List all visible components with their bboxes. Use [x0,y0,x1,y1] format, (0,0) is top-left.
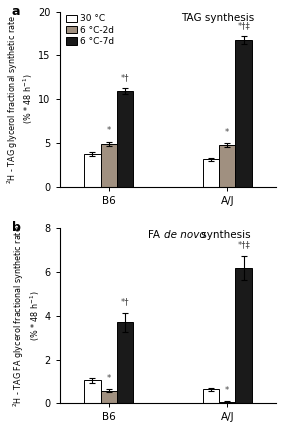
Bar [219,145,235,187]
Bar [101,144,117,187]
Text: *†: *† [121,73,129,82]
Bar [203,389,219,404]
Bar [235,40,252,187]
Text: *: * [107,374,111,383]
Text: *†: *† [121,297,129,306]
Text: synthesis: synthesis [198,230,251,240]
Y-axis label: $^{2}$H - TAG glycerol fractional synthetic rate
(% * 48 h$^{-1}$): $^{2}$H - TAG glycerol fractional synthe… [6,15,36,184]
Bar [84,154,101,187]
Text: *†‡: *†‡ [237,21,250,30]
Bar [101,391,117,404]
Bar [203,160,219,187]
Text: b: b [12,221,21,234]
Text: *†‡: *†‡ [237,241,250,250]
Bar [117,91,133,187]
Bar [235,268,252,404]
Text: *: * [225,386,229,395]
Text: *: * [225,128,229,137]
Text: FA: FA [148,230,164,240]
Text: de novo: de novo [164,230,206,240]
Text: a: a [12,5,20,18]
Legend: 30 °C, 6 °C-2d, 6 °C-7d: 30 °C, 6 °C-2d, 6 °C-7d [64,12,116,48]
Text: *: * [107,126,111,135]
Bar [84,380,101,404]
Bar [117,322,133,404]
Text: TAG synthesis: TAG synthesis [181,13,255,23]
Y-axis label: $^{2}$H - TAG FA glycerol fractional synthetic rate
(% * 48 h$^{-1}$): $^{2}$H - TAG FA glycerol fractional syn… [12,225,41,407]
Bar [219,401,235,404]
